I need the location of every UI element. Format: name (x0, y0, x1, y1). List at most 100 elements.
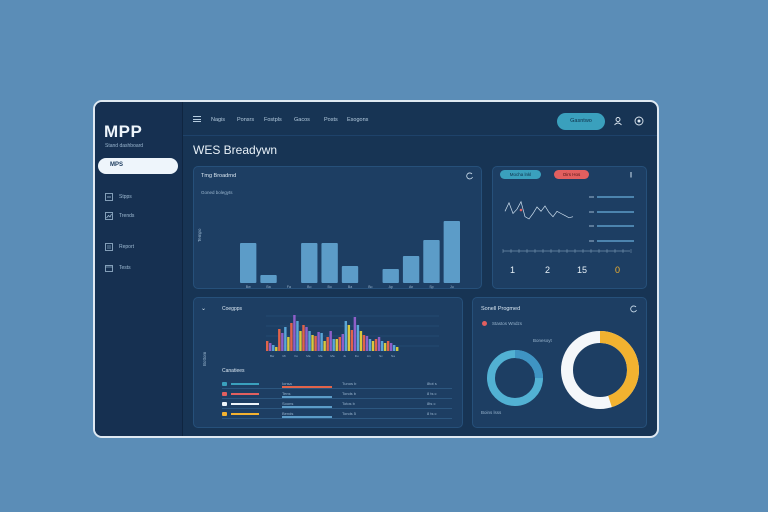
x-tick-label: Ba (266, 285, 270, 289)
bar (269, 343, 272, 351)
sidebar-item-label: Tests (119, 265, 131, 271)
x-tick-label: Du (355, 354, 359, 358)
series-line (504, 200, 574, 220)
tag-mocha[interactable]: Mocha lnkl (500, 170, 541, 179)
sidebar-item-stpps[interactable]: Stpps (105, 193, 132, 201)
bar (278, 329, 281, 351)
bar (308, 331, 311, 351)
row-bar (231, 383, 259, 385)
cell: Tonds 5 (342, 411, 357, 416)
bar (299, 331, 302, 351)
row-bar (282, 406, 332, 408)
bar (443, 221, 460, 283)
user-icon[interactable] (613, 116, 623, 126)
bar (296, 321, 299, 351)
table-row[interactable]: Soons Totos b 8ts c (222, 401, 452, 409)
bar (356, 325, 360, 351)
donut-label: Bonesoyt (533, 338, 552, 343)
bar (266, 341, 269, 351)
marker (519, 208, 523, 212)
card-subtitle: Goned bolegyts (201, 190, 233, 195)
donut-card: Sonell Progmed Stastos Wndzs Bonesoyt Bo… (472, 297, 647, 428)
sidebar-item-report[interactable]: Report (105, 243, 134, 251)
bar (287, 337, 290, 351)
sidebar-item-tests[interactable]: Tests (105, 264, 131, 272)
ellipsis-icon[interactable]: ⌄ (201, 306, 207, 312)
cell: 8 ts c (427, 391, 437, 396)
table-row[interactable]: Tens Tonds b 8 ts c (222, 391, 452, 399)
legend-dot (482, 321, 487, 326)
x-tick-label: Ju (343, 354, 347, 358)
stat-value: 0 (615, 265, 621, 275)
line-chart (502, 196, 634, 253)
x-tick-label: Sp (429, 285, 433, 289)
sidebar-item-label: Trends (119, 213, 135, 219)
app-logo: MPP (104, 122, 143, 141)
table-row[interactable]: Ionsa Tunos b 8tot s (222, 381, 452, 389)
bar (423, 240, 440, 283)
row-bar (282, 396, 332, 398)
topnav-item[interactable]: Nagis (211, 117, 226, 123)
donut-segment (561, 331, 639, 409)
x-tick-label: Fa (287, 285, 291, 289)
topnav-item[interactable]: Ponsrs (237, 117, 255, 123)
x-tick-label: An (367, 354, 371, 358)
cell: Tunos b (342, 381, 357, 386)
x-tick-label: Bo (368, 285, 372, 289)
page-title: WES Breadywn (193, 143, 278, 157)
cell: 8ts c (427, 401, 436, 406)
bar (305, 327, 308, 351)
bar (347, 325, 351, 351)
multi-series-card: ⌄ Coegpps Bottom Bw Mi Fo Ma Ma Ma Ju Du An Sv Na … (193, 297, 463, 428)
sidebar: MPP Stand dashboard MPS Stpps Trends Rep… (95, 102, 183, 436)
bar (329, 331, 332, 351)
topnav-item[interactable]: Gacos (294, 117, 310, 123)
info-icon[interactable] (627, 171, 635, 179)
bar (365, 336, 369, 351)
bar (314, 336, 317, 351)
x-tick-label: Ma (318, 354, 322, 358)
settings-icon[interactable] (634, 116, 644, 126)
sidebar-item-trends[interactable]: Trends (105, 212, 134, 220)
x-tick-label: Bo (307, 285, 311, 289)
sidebar-item-label: Report (119, 244, 135, 250)
menu-icon[interactable] (193, 116, 201, 122)
refresh-icon[interactable] (466, 172, 474, 180)
bar (311, 335, 314, 351)
x-tick-label: Ju (450, 285, 454, 289)
bar (374, 339, 378, 351)
x-tick-label: An (409, 285, 413, 289)
topnav-item[interactable]: Fostpls (264, 117, 282, 123)
bar (368, 339, 372, 351)
row-icon (222, 412, 227, 416)
x-tick-label: Sv (379, 354, 383, 358)
stat-value: 15 (577, 265, 588, 275)
tag-oirs[interactable]: Oirs Hos (554, 170, 589, 179)
table-row[interactable]: Bends Tonds 5 8 ts c (222, 411, 452, 419)
bar (338, 337, 341, 351)
stat-value: 1 (510, 265, 516, 275)
bar-chart-card: Tmg Broadrnd Goned bolegyts Tempo Bw Ba Fa… (193, 166, 482, 289)
sidebar-item-active[interactable]: MPS (98, 158, 178, 174)
row-icon (222, 392, 227, 396)
cell: Soons (282, 401, 294, 406)
row-bar (231, 393, 259, 395)
bar (362, 335, 366, 351)
bar (275, 347, 278, 351)
x-tick-label: Ma (330, 354, 334, 358)
x-tick-label: Na (391, 354, 395, 358)
cell: Bends (282, 411, 294, 416)
topnav-item[interactable]: Esogons (347, 117, 369, 123)
bar (320, 333, 323, 351)
refresh-icon[interactable] (630, 305, 638, 313)
multi-series-chart: Bw Mi Fo Ma Ma Ma Ju Du An Sv Na (266, 315, 439, 358)
topnav-item[interactable]: Posts (324, 117, 338, 123)
donut-label: Boins lsss (481, 410, 502, 415)
trend-card: Mocha lnkl Oirs Hos 1 2 15 0 (492, 166, 647, 289)
primary-action-button[interactable]: Gasntwo (557, 113, 605, 130)
bar-chart: Bw Ba Fa Bo Bo Ba Bo Ap An Sp Ju (240, 221, 460, 289)
app-subtitle: Stand dashboard (105, 143, 144, 149)
folder-icon (105, 265, 113, 272)
stat-value: 2 (545, 265, 551, 275)
bar (359, 331, 363, 351)
